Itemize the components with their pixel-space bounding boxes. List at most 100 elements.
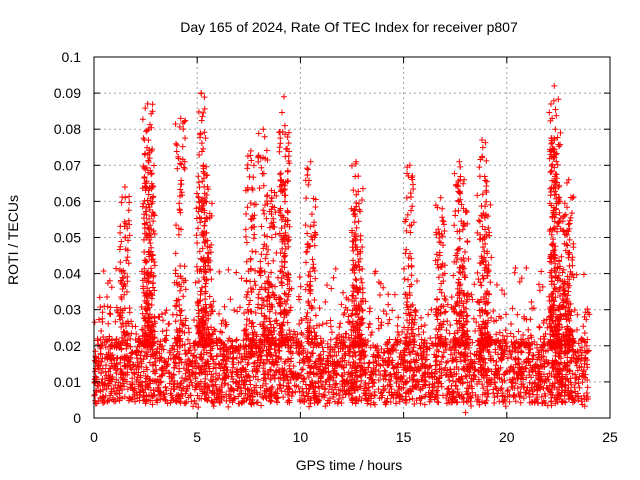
data-point — [539, 283, 546, 290]
data-point — [428, 369, 435, 376]
data-point — [256, 362, 263, 369]
data-point — [172, 302, 179, 309]
data-point — [352, 349, 359, 356]
data-point — [180, 365, 187, 372]
data-point — [218, 340, 225, 347]
data-point — [528, 398, 535, 405]
data-point — [445, 385, 452, 392]
data-point — [528, 298, 535, 305]
data-point — [221, 303, 228, 310]
data-point — [318, 393, 325, 400]
data-point — [190, 342, 197, 349]
data-point — [236, 400, 243, 407]
data-point — [131, 371, 138, 378]
data-point — [159, 317, 166, 324]
data-point — [229, 358, 236, 365]
data-point — [400, 384, 407, 391]
data-point — [185, 325, 192, 332]
data-point — [182, 286, 189, 293]
data-point — [579, 401, 586, 408]
data-point — [327, 352, 334, 359]
data-point — [426, 384, 433, 391]
data-point — [523, 264, 530, 271]
data-point — [253, 333, 260, 340]
data-point — [516, 393, 523, 400]
data-point — [223, 358, 230, 365]
data-point — [584, 306, 591, 313]
data-point — [509, 305, 516, 312]
data-point — [389, 307, 396, 314]
data-point — [512, 345, 519, 352]
data-point — [320, 348, 327, 355]
data-point — [394, 391, 401, 398]
data-point — [585, 309, 592, 316]
data-point — [432, 362, 439, 369]
data-point — [383, 311, 390, 318]
data-point — [471, 281, 478, 288]
data-point — [288, 393, 295, 400]
data-point — [218, 361, 225, 368]
data-point — [391, 370, 398, 377]
data-point — [191, 340, 198, 347]
data-point — [569, 370, 576, 377]
data-point — [133, 331, 140, 338]
data-point — [336, 324, 343, 331]
data-point — [548, 386, 555, 393]
data-point — [162, 310, 169, 317]
data-point — [310, 344, 317, 351]
data-point — [298, 316, 305, 323]
data-point — [440, 354, 447, 361]
data-point — [146, 359, 153, 366]
data-point — [362, 381, 369, 388]
data-point — [536, 323, 543, 330]
data-point — [296, 359, 303, 366]
data-point — [92, 391, 99, 398]
data-point — [219, 329, 226, 336]
data-point — [323, 320, 330, 327]
data-point — [99, 365, 106, 372]
data-point — [496, 398, 503, 405]
data-point — [516, 343, 523, 350]
data-point — [332, 265, 339, 272]
data-point — [436, 361, 443, 368]
data-point — [185, 356, 192, 363]
data-point — [444, 301, 451, 308]
data-point — [341, 310, 348, 317]
data-point — [573, 374, 580, 381]
data-point — [449, 355, 456, 362]
data-point — [423, 351, 430, 358]
data-point — [358, 275, 365, 282]
data-point — [365, 338, 372, 345]
data-point — [548, 371, 555, 378]
data-point — [371, 270, 378, 277]
data-point — [215, 310, 222, 317]
data-point — [149, 401, 156, 408]
data-point — [218, 384, 225, 391]
data-point — [191, 317, 198, 324]
data-point — [241, 310, 248, 317]
data-point — [322, 385, 329, 392]
data-point — [531, 399, 538, 406]
data-point — [404, 276, 411, 283]
data-point — [228, 385, 235, 392]
data-point — [501, 377, 508, 384]
data-point — [301, 375, 308, 382]
data-point — [375, 315, 382, 322]
data-point — [307, 370, 314, 377]
data-point — [338, 372, 345, 379]
data-point — [368, 329, 375, 336]
data-point — [524, 335, 531, 342]
data-point — [358, 377, 365, 384]
data-point — [507, 330, 514, 337]
data-point — [383, 398, 390, 405]
data-point — [193, 380, 200, 387]
data-point — [522, 389, 529, 396]
data-point — [484, 393, 491, 400]
data-point — [501, 337, 508, 344]
data-point — [535, 349, 542, 356]
data-point — [340, 289, 347, 296]
data-point — [388, 386, 395, 393]
data-point — [277, 382, 284, 389]
data-point — [581, 313, 588, 320]
data-point — [244, 361, 251, 368]
